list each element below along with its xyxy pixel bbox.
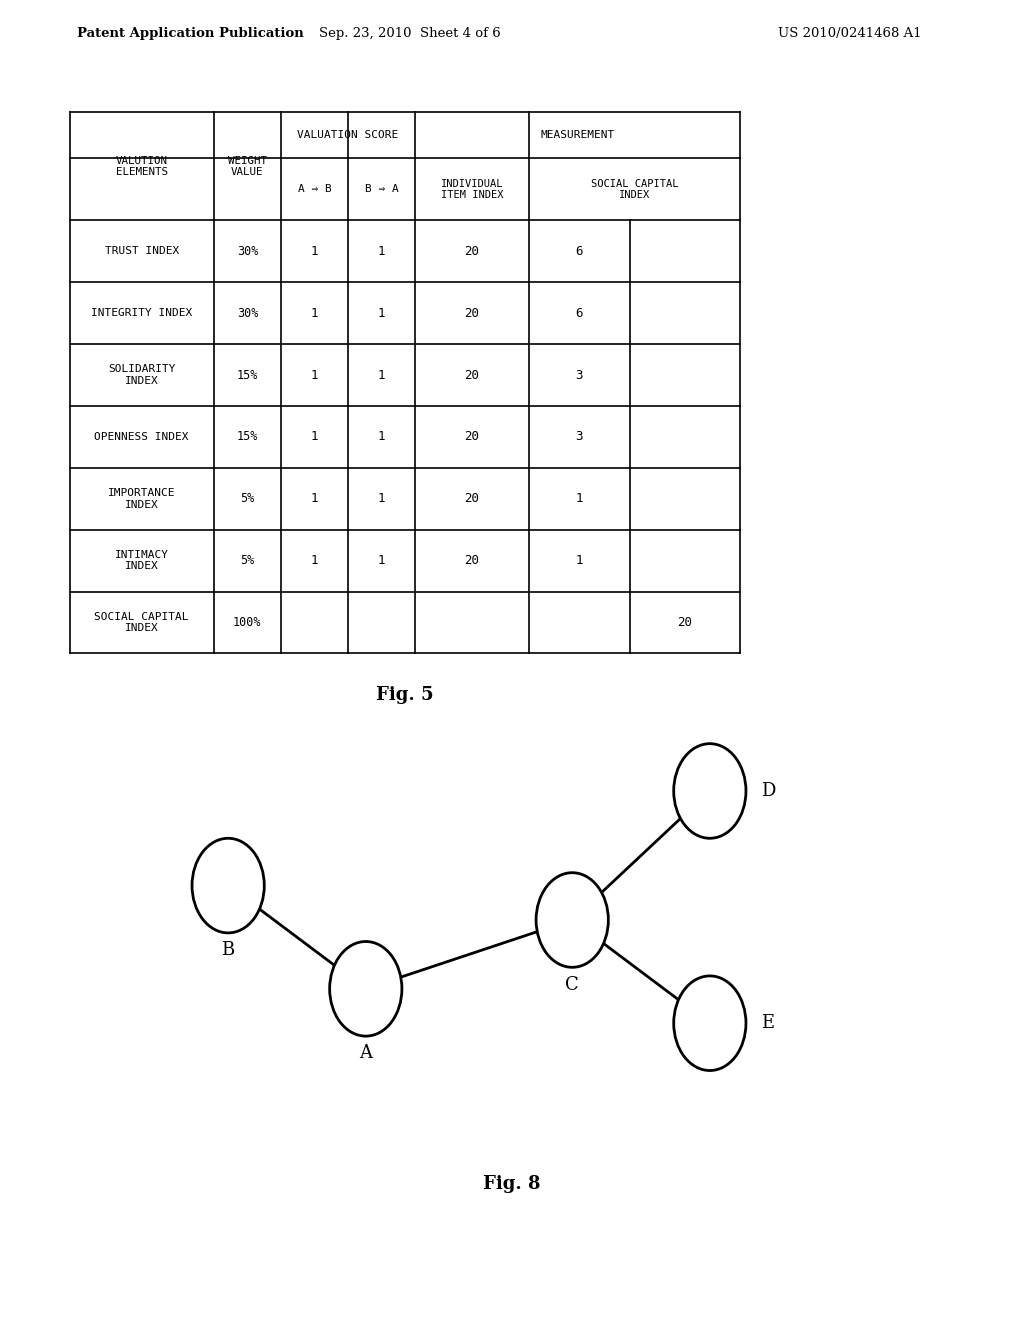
Ellipse shape — [674, 975, 745, 1071]
Text: 30%: 30% — [237, 306, 258, 319]
Text: 15%: 15% — [237, 430, 258, 444]
Text: 1: 1 — [310, 492, 318, 506]
Text: 1: 1 — [310, 246, 318, 257]
Text: US 2010/0241468 A1: US 2010/0241468 A1 — [778, 26, 922, 40]
Text: VALUTION
ELEMENTS: VALUTION ELEMENTS — [116, 156, 168, 177]
Text: 5%: 5% — [241, 554, 255, 568]
Ellipse shape — [674, 743, 745, 838]
Text: VALUATION SCORE: VALUATION SCORE — [297, 131, 398, 140]
Text: 1: 1 — [378, 306, 385, 319]
Text: SOCIAL CAPITAL
INDEX: SOCIAL CAPITAL INDEX — [591, 178, 679, 201]
Text: 1: 1 — [310, 554, 318, 568]
Text: MEASUREMENT: MEASUREMENT — [541, 131, 614, 140]
Text: 20: 20 — [465, 554, 479, 568]
Text: 1: 1 — [378, 246, 385, 257]
Ellipse shape — [330, 941, 401, 1036]
Text: 1: 1 — [378, 430, 385, 444]
Text: 3: 3 — [575, 430, 583, 444]
Text: E: E — [762, 1014, 774, 1032]
Text: 100%: 100% — [233, 616, 261, 628]
Text: C: C — [565, 975, 580, 994]
Text: 1: 1 — [575, 554, 583, 568]
Text: IMPORTANCE
INDEX: IMPORTANCE INDEX — [108, 488, 175, 510]
Ellipse shape — [193, 838, 264, 933]
Text: 20: 20 — [465, 306, 479, 319]
Text: A: A — [359, 1044, 373, 1063]
Text: WEIGHT
VALUE: WEIGHT VALUE — [228, 156, 267, 177]
Text: 15%: 15% — [237, 368, 258, 381]
Text: Sep. 23, 2010  Sheet 4 of 6: Sep. 23, 2010 Sheet 4 of 6 — [318, 26, 501, 40]
Ellipse shape — [537, 873, 608, 968]
Text: Fig. 5: Fig. 5 — [376, 686, 434, 705]
Text: 1: 1 — [378, 492, 385, 506]
Text: INTIMACY
INDEX: INTIMACY INDEX — [115, 550, 169, 572]
Text: INTEGRITY INDEX: INTEGRITY INDEX — [91, 308, 193, 318]
Text: 1: 1 — [310, 430, 318, 444]
Text: 3: 3 — [575, 368, 583, 381]
Text: 1: 1 — [310, 306, 318, 319]
Text: 20: 20 — [465, 368, 479, 381]
Text: SOCIAL CAPITAL
INDEX: SOCIAL CAPITAL INDEX — [94, 611, 189, 634]
Text: 1: 1 — [378, 554, 385, 568]
Text: 20: 20 — [465, 430, 479, 444]
Text: Fig. 8: Fig. 8 — [483, 1175, 541, 1193]
Text: 1: 1 — [310, 368, 318, 381]
Text: 20: 20 — [465, 492, 479, 506]
Text: 20: 20 — [465, 246, 479, 257]
Text: INDIVIDUAL
ITEM INDEX: INDIVIDUAL ITEM INDEX — [440, 178, 504, 201]
Text: D: D — [762, 781, 776, 800]
Text: 1: 1 — [378, 368, 385, 381]
Text: 1: 1 — [575, 492, 583, 506]
Text: 30%: 30% — [237, 246, 258, 257]
Text: 6: 6 — [575, 246, 583, 257]
Text: 5%: 5% — [241, 492, 255, 506]
Text: TRUST INDEX: TRUST INDEX — [104, 247, 179, 256]
Text: 6: 6 — [575, 306, 583, 319]
Text: B ⇒ A: B ⇒ A — [365, 185, 398, 194]
Text: B: B — [221, 941, 234, 960]
Text: Patent Application Publication: Patent Application Publication — [77, 26, 303, 40]
Text: SOLIDARITY
INDEX: SOLIDARITY INDEX — [108, 364, 175, 385]
Text: A ⇒ B: A ⇒ B — [298, 185, 332, 194]
Text: 20: 20 — [678, 616, 692, 628]
Text: OPENNESS INDEX: OPENNESS INDEX — [94, 432, 189, 442]
